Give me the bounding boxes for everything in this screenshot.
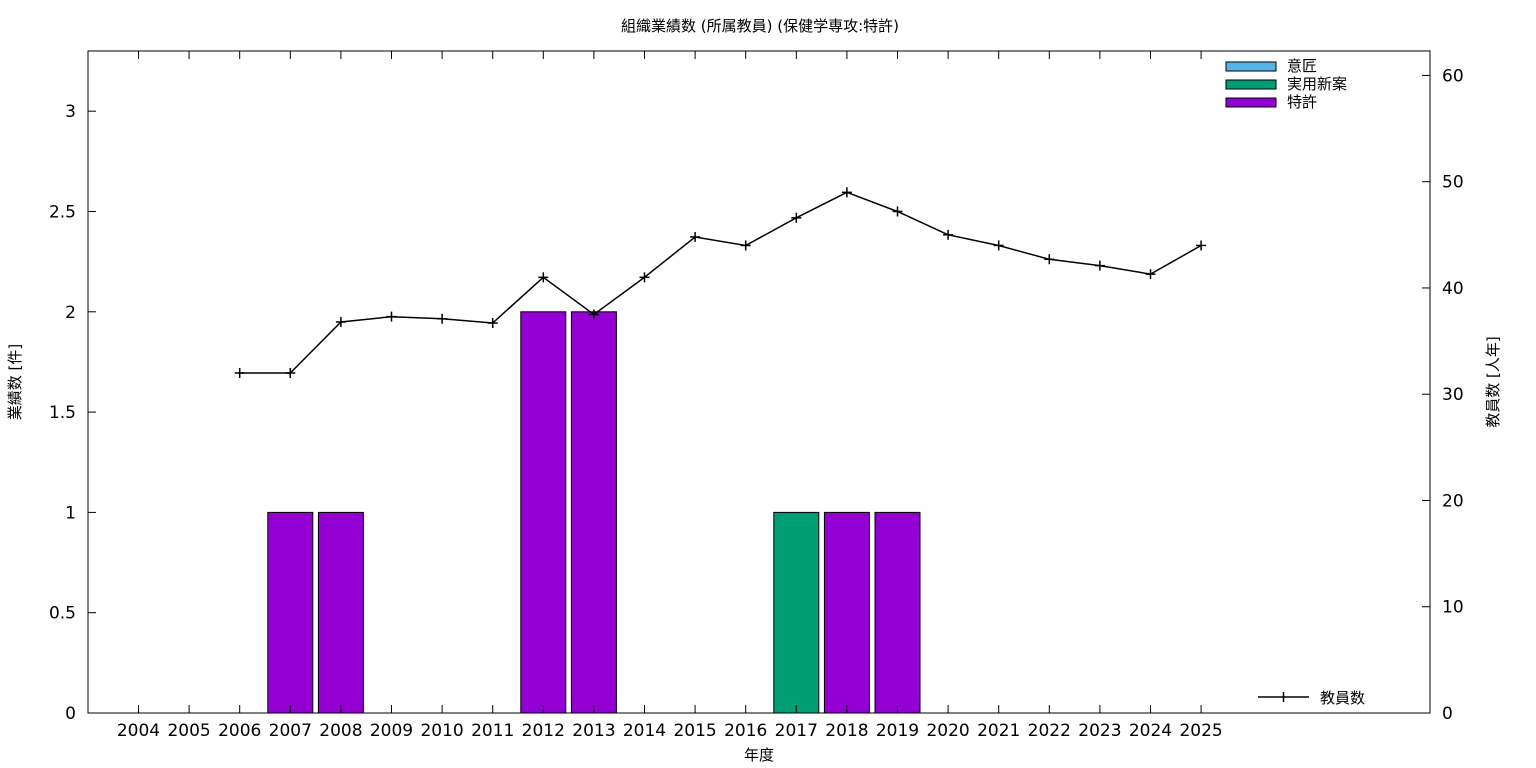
line-point-2010: [437, 313, 448, 324]
y2-tick-label: 30: [1442, 385, 1464, 405]
y2-tick-label: 50: [1442, 173, 1464, 193]
x-tick-label: 2017: [775, 721, 818, 741]
legend-label: 特許: [1287, 93, 1317, 111]
line-point-2025: [1196, 240, 1207, 251]
bar-2017-series-1: [773, 511, 820, 714]
legend-swatch: [1225, 97, 1277, 108]
x-tick-label: 2004: [117, 721, 160, 741]
line-point-2013: [588, 309, 599, 320]
x-tick-label: 2012: [522, 721, 565, 741]
y-tick-label: 0.5: [49, 604, 76, 624]
bars-layer: [267, 311, 921, 714]
line-point-2012: [538, 272, 549, 283]
line-point-2016: [740, 240, 751, 251]
x-tick-label: 2019: [876, 721, 919, 741]
bar-2007-series-2: [267, 511, 314, 714]
bar-2012-series-2: [520, 311, 567, 714]
line-point-2006: [234, 367, 245, 378]
x-axis-label: 年度: [744, 746, 774, 764]
y-axis-ticks: 0 0.5 1 1.5 2 2.5 3: [49, 102, 96, 724]
x-tick-label: 2016: [724, 721, 767, 741]
y-tick-label: 0: [65, 704, 76, 724]
line-point-2018: [841, 187, 852, 198]
x-tick-label: 2022: [1028, 721, 1071, 741]
y2-tick-label: 40: [1442, 279, 1464, 299]
y2-tick-label: 0: [1442, 704, 1453, 724]
line-point-2009: [386, 311, 397, 322]
line-series-path: [239, 191, 1202, 374]
x-tick-label: 2013: [572, 721, 615, 741]
y-tick-label: 2.5: [49, 202, 76, 222]
x-tick-label: 2018: [825, 721, 868, 741]
y-tick-label: 1.5: [49, 403, 76, 423]
y2-tick-label: 20: [1442, 491, 1464, 511]
y-tick-label: 2: [65, 303, 76, 323]
y2-axis-ticks: 0 10 20 30 40 50 60: [1422, 66, 1464, 724]
y2-tick-label: 60: [1442, 66, 1464, 86]
line-point-2022: [1044, 254, 1055, 265]
legend-item-0: 意匠: [1225, 57, 1317, 75]
line-layer: [234, 187, 1207, 378]
line-point-2015: [690, 231, 701, 242]
line-point-2019: [892, 206, 903, 217]
line-point-2020: [943, 229, 954, 240]
line-point-2014: [639, 272, 650, 283]
x-tick-label: 2010: [420, 721, 463, 741]
x-tick-label: 2008: [319, 721, 362, 741]
legend-item-2: 特許: [1225, 93, 1317, 111]
line-point-2023: [1094, 260, 1105, 271]
bar-2013-series-2: [570, 311, 617, 714]
line-point-2021: [993, 240, 1004, 251]
x-tick-label: 2014: [623, 721, 666, 741]
bar-2018-series-2: [823, 511, 870, 714]
y-axis-label: 業績数 [件]: [6, 344, 24, 420]
legend-swatch: [1225, 79, 1277, 90]
legend-label: 実用新案: [1287, 75, 1347, 93]
bar-2019-series-2: [874, 511, 921, 714]
bar-2008-series-2: [317, 511, 364, 714]
line-point-2007: [285, 367, 296, 378]
chart-title: 組織業績数 (所属教員) (保健学専攻:特許): [621, 17, 899, 35]
y-tick-label: 1: [65, 503, 76, 523]
x-tick-label: 2015: [673, 721, 716, 741]
line-legend-label: 教員数: [1320, 689, 1365, 707]
x-tick-label: 2021: [977, 721, 1020, 741]
x-tick-label: 2007: [269, 721, 312, 741]
plot-frame: [87, 50, 1431, 714]
line-point-2008: [335, 316, 346, 327]
x-tick-label: 2006: [218, 721, 261, 741]
x-tick-label: 2011: [471, 721, 514, 741]
legend-label: 意匠: [1287, 57, 1317, 75]
x-tick-label: 2009: [370, 721, 413, 741]
x-tick-label: 2025: [1179, 721, 1222, 741]
x-tick-label: 2024: [1129, 721, 1172, 741]
line-point-2011: [487, 318, 498, 329]
x-axis-ticks: 2004 2005 2006 2007 2008 2009 2010 2011 2012 2013…: [117, 51, 1223, 741]
legend-swatch: [1225, 61, 1277, 72]
y2-tick-label: 10: [1442, 598, 1464, 618]
line-point-2017: [791, 212, 802, 223]
line-legend: 教員数: [1258, 689, 1365, 707]
x-tick-label: 2020: [926, 721, 969, 741]
x-tick-label: 2005: [167, 721, 210, 741]
x-tick-label: 2023: [1078, 721, 1121, 741]
y-tick-label: 3: [65, 102, 76, 122]
line-point-2024: [1145, 269, 1156, 280]
legend-item-1: 実用新案: [1225, 75, 1347, 93]
y2-axis-label: 教員数 [人年]: [1484, 336, 1502, 427]
